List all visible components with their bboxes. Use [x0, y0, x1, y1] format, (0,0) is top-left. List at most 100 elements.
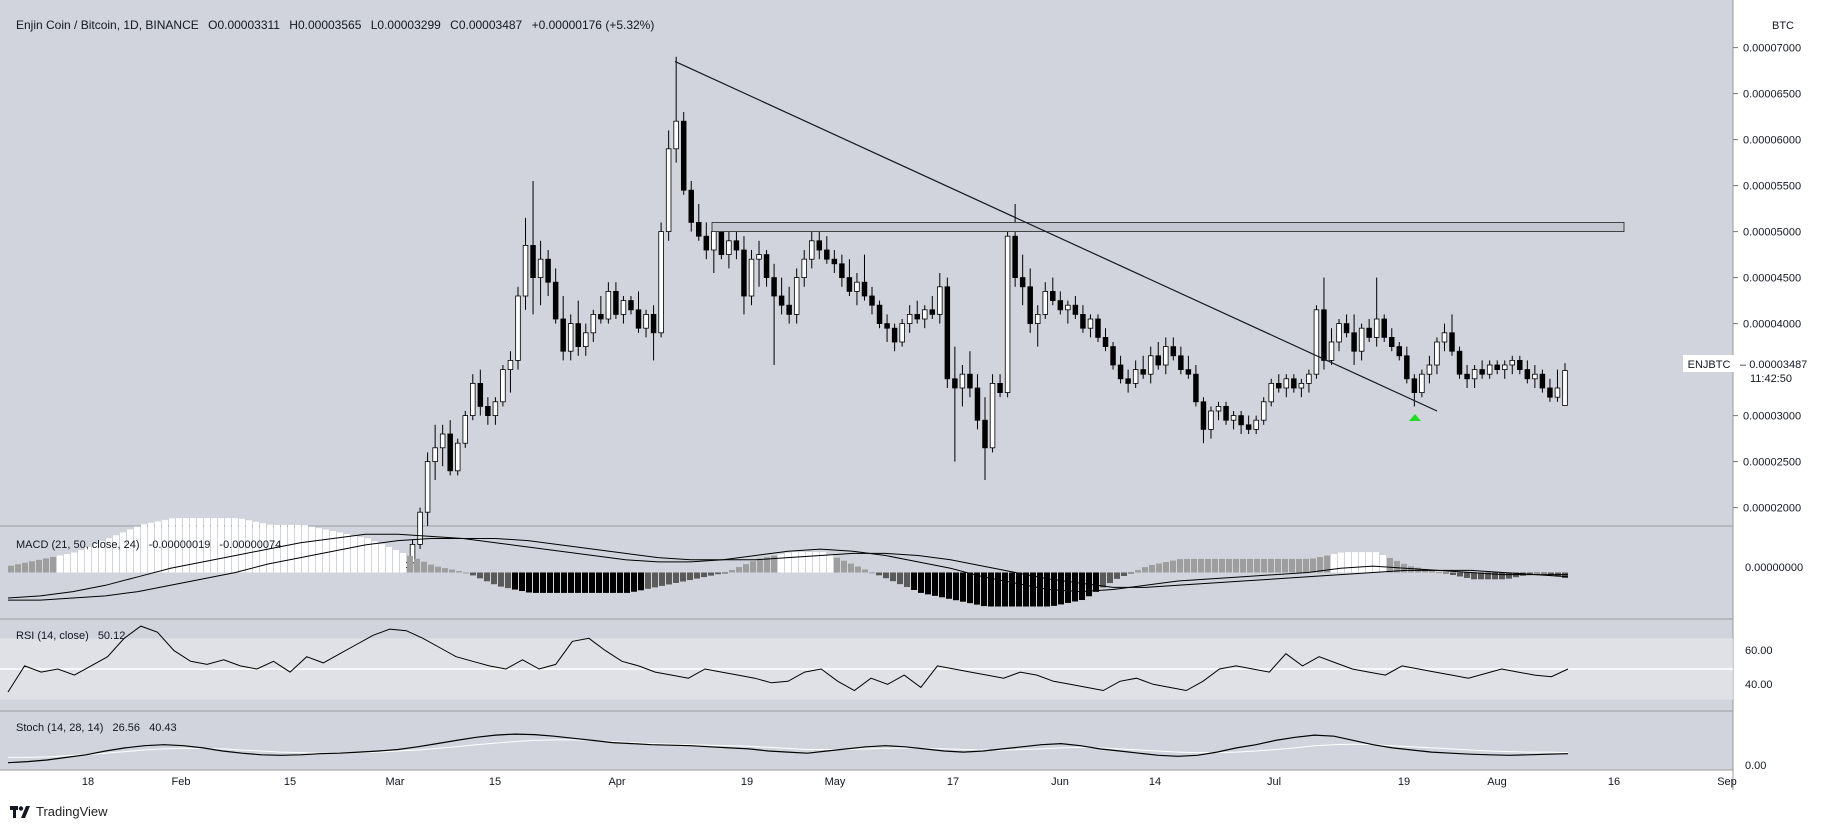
- macd-histogram-bar: [71, 552, 77, 573]
- rsi-legend[interactable]: RSI (14, close) 50.12: [16, 630, 125, 642]
- macd-histogram-bar: [1345, 552, 1351, 573]
- macd-histogram-bar: [1016, 572, 1022, 607]
- candle-body: [650, 313, 657, 334]
- macd-histogram-bar: [505, 572, 511, 589]
- macd-histogram-bar: [1450, 572, 1456, 576]
- macd-axis-tick: 0.00000000: [1745, 562, 1803, 574]
- macd-histogram-bar: [211, 518, 217, 573]
- price-axis-label: 0.00002000: [1743, 503, 1801, 515]
- candle-body: [530, 244, 536, 278]
- candle-body: [1419, 373, 1425, 394]
- candle-body: [1524, 369, 1531, 380]
- macd-histogram-bar: [582, 572, 588, 593]
- macd-histogram-bar: [799, 552, 805, 573]
- candle-body: [816, 240, 823, 251]
- macd-histogram-bar: [29, 561, 35, 573]
- candle-body: [1479, 369, 1485, 375]
- price-axis-label: 0.00002500: [1743, 457, 1801, 469]
- macd-histogram-bar: [876, 572, 882, 576]
- rsi-axis-tick-40: 40.00: [1745, 679, 1773, 691]
- macd-histogram-bar: [57, 555, 63, 573]
- macd-histogram-bar: [64, 553, 70, 573]
- macd-legend[interactable]: MACD (21, 50, close, 24) -0.00000019 -0.…: [16, 539, 281, 551]
- stoch-value-2: 40.43: [149, 722, 177, 734]
- macd-histogram-bar: [596, 572, 602, 593]
- macd-histogram-bar: [610, 572, 616, 593]
- candle-body: [1200, 401, 1207, 430]
- macd-histogram-bar: [400, 552, 406, 573]
- candle-body: [1328, 341, 1335, 361]
- candle-body: [1125, 378, 1131, 384]
- candle-body: [1012, 235, 1018, 278]
- macd-histogram-bar: [953, 572, 959, 601]
- footer-background: [0, 790, 1834, 831]
- symbol-title[interactable]: Enjin Coin / Bitcoin, 1D, BINANCE: [16, 18, 199, 32]
- candle-body: [575, 323, 581, 348]
- macd-histogram-bar: [113, 535, 119, 573]
- macd-histogram-bar: [1310, 558, 1316, 573]
- candle-body: [786, 304, 792, 315]
- macd-histogram-bar: [589, 572, 595, 593]
- low-label: L: [371, 18, 378, 32]
- macd-histogram-bar: [491, 572, 497, 585]
- candle-body: [635, 309, 642, 329]
- candle-body: [839, 263, 845, 278]
- macd-histogram-bar: [757, 558, 763, 573]
- macd-histogram-bar: [484, 572, 490, 582]
- stoch-legend[interactable]: Stoch (14, 28, 14) 26.56 40.43: [16, 722, 177, 734]
- macd-histogram-bar: [890, 572, 896, 582]
- candle-body: [1343, 323, 1350, 334]
- macd-histogram-bar: [1142, 567, 1148, 573]
- candle-body: [658, 231, 664, 334]
- price-axis-label: 0.00007000: [1743, 43, 1801, 55]
- macd-histogram-bar: [1296, 558, 1302, 573]
- candle-body: [447, 433, 453, 472]
- price-axis-label: 0.00005500: [1743, 181, 1801, 193]
- macd-histogram-bar: [645, 572, 651, 589]
- macd-histogram-bar: [106, 538, 112, 573]
- macd-histogram-bar: [897, 572, 903, 585]
- candle-body: [1517, 359, 1523, 370]
- rsi-layer: [0, 625, 1733, 693]
- macd-histogram-bar: [512, 572, 518, 590]
- macd-histogram-bar: [988, 572, 994, 607]
- stoch-value-1: 26.56: [113, 722, 141, 734]
- candle-body: [1389, 336, 1395, 347]
- macd-histogram-bar: [743, 564, 749, 573]
- macd-histogram-bar: [78, 550, 84, 573]
- candle-body: [454, 442, 461, 472]
- macd-histogram-bar: [379, 544, 385, 573]
- macd-histogram-bar: [204, 518, 210, 573]
- tradingview-logo[interactable]: TradingView: [10, 804, 108, 819]
- macd-histogram-bar: [281, 524, 287, 573]
- macd-histogram-bar: [785, 552, 791, 573]
- macd-histogram-bar: [183, 518, 189, 573]
- macd-histogram-bar: [302, 525, 308, 573]
- candle-body: [643, 313, 649, 329]
- macd-histogram-bar: [358, 536, 364, 573]
- candle-body: [1276, 382, 1282, 389]
- macd-histogram-bar: [1373, 552, 1379, 573]
- macd-histogram-bar: [946, 572, 952, 599]
- macd-histogram-bar: [729, 569, 735, 573]
- price-axis-currency: BTC: [1772, 20, 1794, 32]
- macd-histogram-bar: [1492, 572, 1498, 580]
- high-value: 0.00003565: [298, 18, 362, 32]
- candle-body: [959, 373, 966, 389]
- macd-histogram-bar: [442, 568, 448, 573]
- macd-histogram-bar: [1275, 558, 1281, 573]
- candle-body: [914, 313, 920, 320]
- macd-histogram-bar: [176, 518, 182, 573]
- macd-histogram-bar: [834, 557, 840, 573]
- candle-body: [417, 511, 423, 545]
- price-axis-label: 0.00003000: [1743, 411, 1801, 423]
- macd-histogram-bar: [1317, 557, 1323, 573]
- macd-histogram-bar: [253, 521, 259, 573]
- macd-histogram-bar: [827, 554, 833, 573]
- stoch-label: Stoch (14, 28, 14): [16, 722, 103, 734]
- candle-body: [1396, 346, 1403, 357]
- candle-body: [1562, 370, 1568, 406]
- macd-histogram-bar: [1219, 558, 1225, 573]
- candle-body: [952, 378, 958, 389]
